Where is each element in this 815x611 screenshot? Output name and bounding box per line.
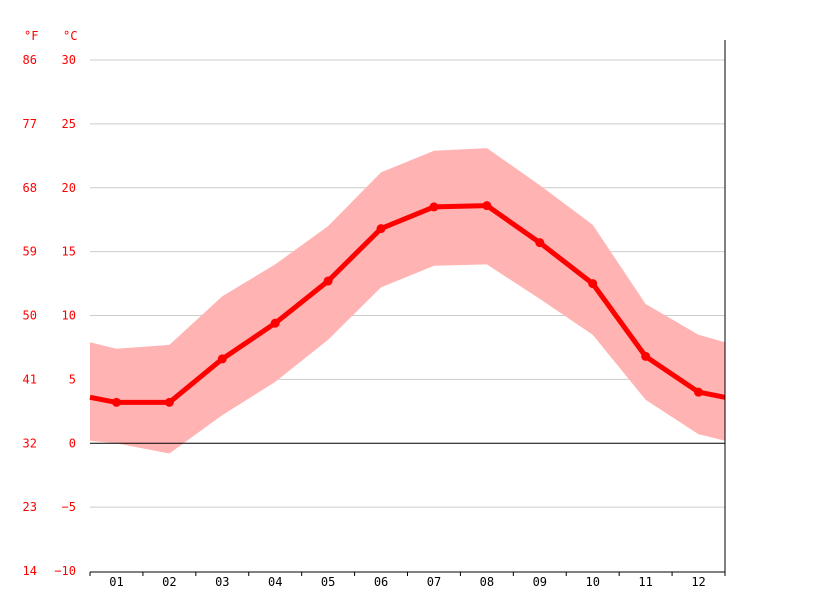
mean-point-01 bbox=[111, 397, 121, 407]
y-tick-celsius: 15 bbox=[62, 245, 76, 259]
x-axis-ticks bbox=[89, 572, 726, 576]
x-axis-labels: 01 02 03 04 05 06 07 08 09 10 11 12 bbox=[109, 575, 706, 589]
month-label-01: 01 bbox=[109, 575, 123, 589]
mean-point-10 bbox=[588, 279, 598, 289]
month-label-08: 08 bbox=[480, 575, 494, 589]
mean-point-02 bbox=[164, 397, 174, 407]
y-tick-fahrenheit: 23 bbox=[23, 500, 37, 514]
mean-point-09 bbox=[535, 238, 545, 248]
y-tick-fahrenheit: 32 bbox=[23, 436, 37, 450]
fahrenheit-unit-label: °F bbox=[24, 29, 38, 43]
y-tick-celsius: 25 bbox=[62, 117, 76, 131]
month-label-06: 06 bbox=[374, 575, 388, 589]
mean-point-07 bbox=[429, 202, 439, 212]
month-label-02: 02 bbox=[162, 575, 176, 589]
month-label-03: 03 bbox=[215, 575, 229, 589]
y-tick-celsius: 30 bbox=[62, 53, 76, 67]
y-tick-celsius: −5 bbox=[62, 500, 76, 514]
month-label-05: 05 bbox=[321, 575, 335, 589]
month-label-11: 11 bbox=[638, 575, 652, 589]
y-tick-fahrenheit: 77 bbox=[23, 117, 37, 131]
month-label-12: 12 bbox=[691, 575, 705, 589]
temperature-range-band bbox=[90, 148, 725, 454]
mean-temperature-line bbox=[89, 203, 726, 405]
y-tick-celsius: −10 bbox=[54, 564, 76, 578]
month-label-10: 10 bbox=[585, 575, 599, 589]
mean-point-03 bbox=[217, 354, 227, 364]
y-tick-celsius: 5 bbox=[69, 372, 76, 386]
y-tick-fahrenheit: 50 bbox=[23, 309, 37, 323]
y-tick-celsius: 10 bbox=[62, 309, 76, 323]
y-axis-labels: 30 86 25 77 20 68 15 59 10 50 5 41 0 32 −5 23 −10 14 bbox=[23, 53, 76, 578]
y-tick-celsius: 0 bbox=[69, 436, 76, 450]
mean-point-04 bbox=[270, 318, 280, 328]
mean-temperature-points bbox=[111, 201, 704, 407]
y-tick-fahrenheit: 59 bbox=[23, 245, 37, 259]
month-label-04: 04 bbox=[268, 575, 282, 589]
month-label-09: 09 bbox=[533, 575, 547, 589]
mean-point-11 bbox=[641, 351, 651, 361]
mean-point-08 bbox=[482, 201, 492, 211]
y-tick-fahrenheit: 14 bbox=[23, 564, 37, 578]
y-tick-celsius: 20 bbox=[62, 181, 76, 195]
mean-point-12 bbox=[694, 387, 704, 397]
y-tick-fahrenheit: 41 bbox=[23, 372, 37, 386]
mean-point-06 bbox=[376, 224, 386, 234]
y-tick-fahrenheit: 86 bbox=[23, 53, 37, 67]
mean-point-05 bbox=[323, 276, 333, 286]
y-tick-fahrenheit: 68 bbox=[23, 181, 37, 195]
celsius-unit-label: °C bbox=[63, 29, 77, 43]
month-label-07: 07 bbox=[427, 575, 441, 589]
